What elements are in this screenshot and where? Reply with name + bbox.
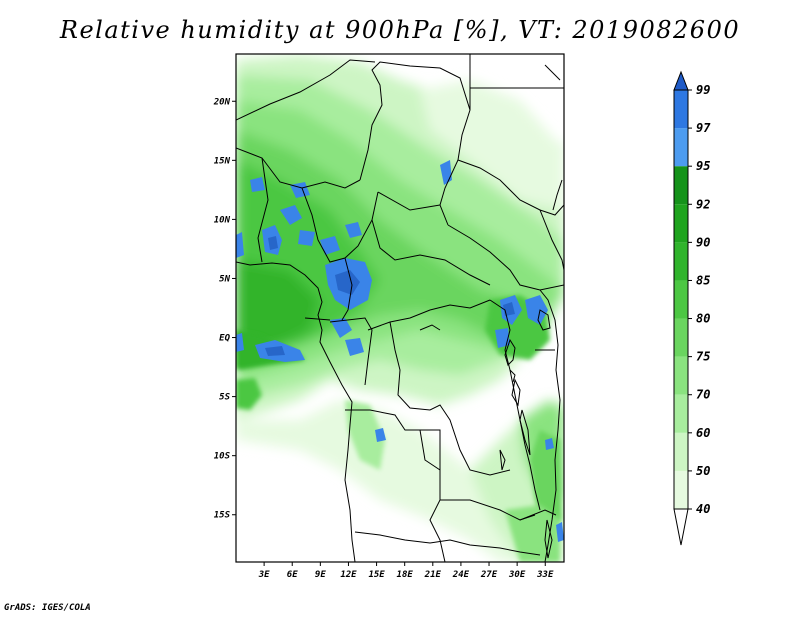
plot-frame [235, 53, 565, 563]
country-borders [236, 54, 564, 562]
credit-label: GrADS: IGES/COLA [4, 603, 91, 613]
colorbar-label: 75 [696, 350, 710, 364]
colorbar-segment [674, 356, 688, 395]
lat-tick-label: 5N [219, 274, 230, 284]
colorbar-label: 40 [696, 502, 710, 516]
colorbar-segment [674, 394, 688, 433]
lat-tick-label: EQ [219, 334, 230, 344]
lat-tick-label: 15N [214, 156, 231, 166]
colorbar-high-arrow [673, 70, 689, 91]
colorbar-label: 97 [696, 121, 711, 135]
chart-title: Relative humidity at 900hPa [%], VT: 201… [59, 16, 741, 44]
colorbar-label: 60 [696, 426, 710, 440]
colorbar-segment [674, 204, 688, 243]
lat-tick-label: 5S [219, 393, 230, 403]
latitude-axis: 20N 15N 10N 5N EQ 5S 10S 15S [213, 97, 236, 521]
colorbar-label: 99 [696, 83, 710, 97]
lon-tick-label: 12E [340, 570, 357, 580]
lon-tick-label: 3E [258, 570, 270, 580]
lon-tick-label: 21E [424, 570, 442, 580]
lat-tick-label: 10N [214, 215, 231, 225]
colorbar-label: 92 [696, 197, 710, 211]
lon-tick-label: 15E [368, 570, 385, 580]
lat-tick-label: 20N [213, 97, 231, 107]
lat-tick-label: 15S [214, 511, 231, 521]
humidity-field [236, 54, 564, 562]
colorbar-segment [674, 242, 688, 281]
colorbar-label: 80 [696, 312, 710, 326]
colorbar-label: 70 [696, 388, 710, 402]
lon-tick-label: 9E [315, 570, 326, 580]
colorbar-label: 85 [696, 273, 710, 287]
colorbar-segment [674, 128, 688, 167]
lon-tick-label: 6E [287, 570, 298, 580]
lon-tick-label: 33E [536, 570, 554, 580]
colorbar-label: 90 [696, 235, 710, 249]
colorbar-label: 95 [696, 159, 710, 173]
colorbar-segment [674, 318, 688, 357]
colorbar-segment [674, 280, 688, 319]
lon-tick-label: 18E [397, 570, 414, 580]
colorbar-segment [674, 90, 688, 129]
lat-tick-label: 10S [214, 452, 231, 462]
lon-tick-label: 27E [480, 570, 498, 580]
longitude-axis: 3E 6E 9E 12E 15E 18E 21E 24E 27E 30E 33E [258, 562, 554, 580]
colorbar-frame [673, 89, 689, 510]
lon-tick-label: 24E [452, 570, 470, 580]
colorbar: 40 50 60 70 75 80 85 90 92 95 97 99 [673, 70, 711, 546]
colorbar-label: 50 [696, 464, 710, 478]
colorbar-segment [674, 432, 688, 471]
colorbar-segment [674, 470, 688, 509]
colorbar-low-arrow [673, 508, 689, 546]
lon-tick-label: 30E [508, 570, 526, 580]
colorbar-segment [674, 166, 688, 205]
